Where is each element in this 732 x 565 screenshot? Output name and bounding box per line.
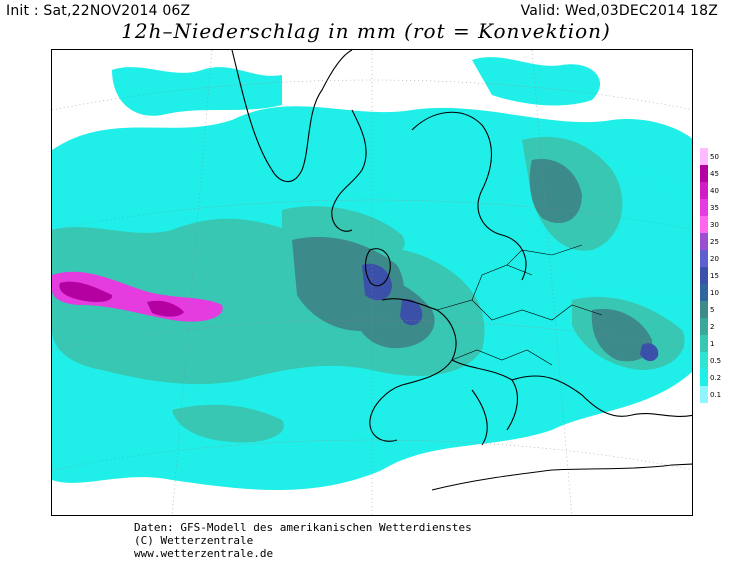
legend-swatch xyxy=(700,148,708,165)
legend-swatch xyxy=(700,301,708,318)
data-source-text: Daten: GFS-Modell des amerikanischen Wet… xyxy=(134,521,472,534)
legend-swatch xyxy=(700,182,708,199)
legend-label: 25 xyxy=(710,237,719,246)
legend-swatch xyxy=(700,250,708,267)
coastlines xyxy=(231,50,692,491)
precipitation-map xyxy=(51,49,693,516)
legend-swatch xyxy=(700,386,708,403)
legend-label: 20 xyxy=(710,254,719,263)
legend-label: 1 xyxy=(710,339,715,348)
legend-label: 15 xyxy=(710,271,719,280)
legend-label: 45 xyxy=(710,169,719,178)
legend-swatch xyxy=(700,216,708,233)
legend-label: 35 xyxy=(710,203,719,212)
valid-time-label: Valid: Wed,03DEC2014 18Z xyxy=(520,3,718,19)
copyright-text: (C) Wetterzentrale xyxy=(134,534,254,547)
legend-swatch xyxy=(700,352,708,369)
legend-label: 5 xyxy=(710,305,715,314)
legend-label: 30 xyxy=(710,220,719,229)
legend-label: 2 xyxy=(710,322,715,331)
legend-label: 40 xyxy=(710,186,719,195)
legend-swatch xyxy=(700,284,708,301)
graticule xyxy=(52,50,692,515)
precip-layer-intense xyxy=(362,263,659,362)
legend-swatch xyxy=(700,267,708,284)
legend-label: 10 xyxy=(710,288,719,297)
init-time-label: Init : Sat,22NOV2014 06Z xyxy=(6,3,191,19)
country-borders xyxy=(436,244,603,366)
website-link[interactable]: www.wetterzentrale.de xyxy=(134,547,274,560)
legend-label: 0.1 xyxy=(710,390,722,399)
precip-layer-convective-core xyxy=(59,281,184,317)
legend-swatch xyxy=(700,233,708,250)
footer-credits: Daten: GFS-Modell des amerikanischen Wet… xyxy=(134,521,472,560)
map-title: 12h–Niederschlag in mm (rot = Konvektion… xyxy=(121,19,611,43)
legend-swatch xyxy=(700,199,708,216)
precip-legend: 50 45 40 35 30 25 20 15 10 5 2 1 0.5 0.2 0.1 xyxy=(700,148,730,403)
legend-swatch xyxy=(700,369,708,386)
legend-swatch xyxy=(700,165,708,182)
legend-swatch xyxy=(700,318,708,335)
legend-label: 50 xyxy=(710,152,719,161)
legend-label: 0.2 xyxy=(710,373,722,382)
legend-swatch xyxy=(700,335,708,352)
legend-label: 0.5 xyxy=(710,356,722,365)
